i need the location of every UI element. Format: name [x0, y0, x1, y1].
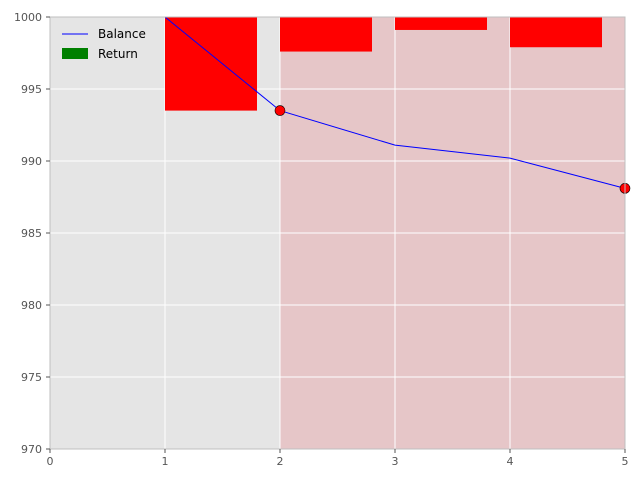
- return-bar: [280, 17, 372, 52]
- return-bar: [510, 17, 602, 48]
- x-tick-label: 4: [507, 455, 514, 468]
- legend-balance-label: Balance: [98, 27, 146, 41]
- y-tick-label: 1000: [14, 11, 42, 24]
- return-bar: [395, 17, 487, 30]
- y-tick-label: 975: [21, 371, 42, 384]
- balance-marker: [274, 105, 286, 116]
- balance-line: [164, 16, 626, 189]
- y-tick-label: 970: [21, 443, 42, 456]
- x-tick-label: 1: [162, 455, 169, 468]
- x-tick-label: 0: [47, 455, 54, 468]
- legend-return-label: Return: [98, 47, 138, 61]
- x-tick-label: 5: [622, 455, 629, 468]
- y-tick-label: 980: [21, 299, 42, 312]
- legend-return-swatch: [62, 48, 88, 59]
- y-tick-label: 990: [21, 155, 42, 168]
- x-tick-label: 3: [392, 455, 399, 468]
- y-tick-label: 985: [21, 227, 42, 240]
- return-bar: [165, 17, 257, 111]
- y-tick-label: 995: [21, 83, 42, 96]
- x-tick-label: 2: [277, 455, 284, 468]
